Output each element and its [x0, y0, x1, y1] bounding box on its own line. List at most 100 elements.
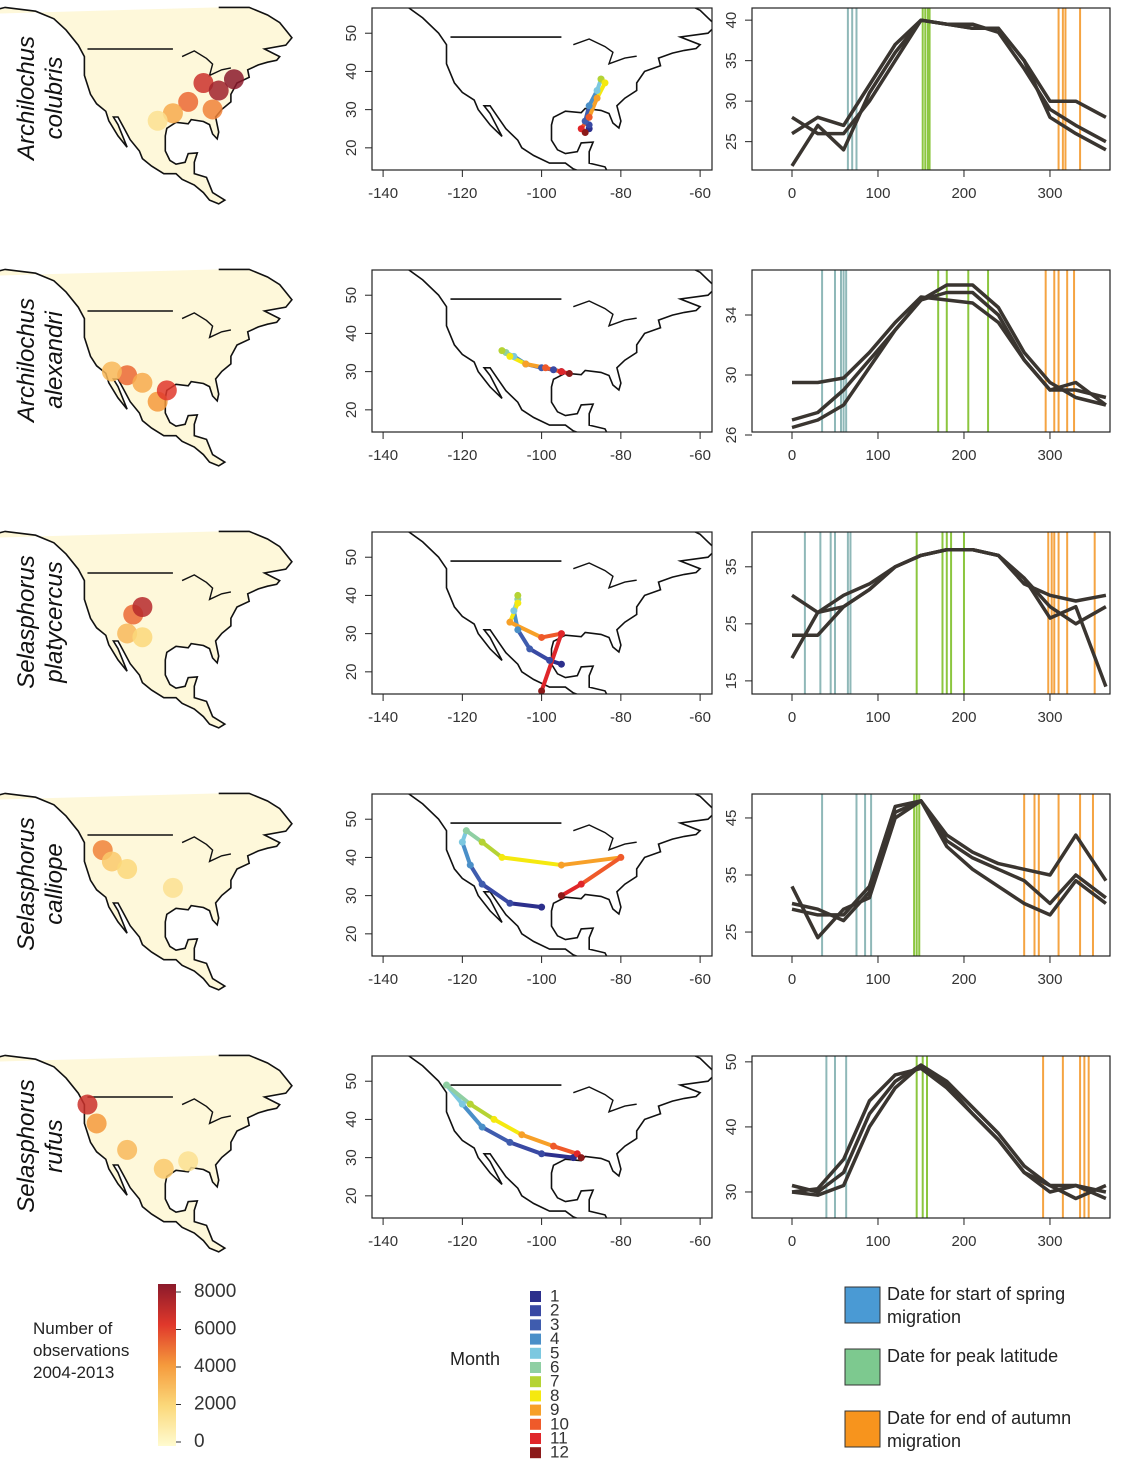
y-tick-label: 35 [723, 867, 740, 884]
track-point [498, 853, 506, 861]
x-tick-label: -140 [368, 1233, 398, 1250]
y-tick-label: 40 [723, 12, 740, 29]
map-panel [407, 532, 712, 694]
month-label: 3 [550, 1315, 559, 1334]
track-segment [444, 1083, 473, 1107]
latitude-curve [791, 799, 1107, 923]
plot-frame [751, 7, 1111, 171]
hotspot [147, 110, 168, 131]
heat-map [0, 530, 293, 729]
x-tick-label: 0 [788, 447, 796, 464]
y-tick-label: 50 [343, 811, 360, 828]
month-swatch [530, 1418, 541, 1430]
hotspot [208, 80, 229, 101]
track-point [557, 630, 565, 638]
x-tick-label: -60 [689, 447, 711, 464]
track-segment [507, 620, 544, 640]
y-tick-label: 30 [343, 1149, 360, 1166]
track-point [506, 899, 514, 907]
track-point [462, 827, 470, 835]
y-tick-label: 40 [343, 325, 360, 342]
x-tick-label: 200 [951, 447, 976, 464]
y-tick-label: 40 [343, 849, 360, 866]
hotspot [178, 1151, 199, 1172]
month-label: 2 [550, 1301, 559, 1320]
land-shade [0, 7, 292, 204]
colorbar-label: Number of observations 2004-2013 [33, 1319, 130, 1382]
date-legend-swatch [844, 1286, 881, 1324]
lakes [181, 1098, 232, 1125]
month-label: 10 [550, 1414, 569, 1433]
x-tick-label: 100 [865, 709, 890, 726]
month-swatch [530, 1291, 541, 1302]
heat-map [0, 6, 293, 205]
lakes [573, 1086, 637, 1113]
month-label: 7 [550, 1372, 559, 1391]
hotspot [132, 372, 153, 393]
coastline [0, 530, 293, 729]
y-tick-label: 30 [343, 887, 360, 904]
hotspot [101, 361, 122, 382]
track-segment [551, 1144, 580, 1156]
lakes [181, 312, 232, 339]
hotspot [86, 1113, 107, 1134]
track-segment [480, 882, 512, 906]
track-point [498, 347, 506, 355]
month-swatch [530, 1347, 541, 1359]
latitude-curve [791, 799, 1108, 917]
x-tick-label: -120 [447, 971, 477, 988]
colorbar [158, 1284, 176, 1446]
x-tick-label: 300 [1037, 971, 1062, 988]
plot-frame [751, 1055, 1111, 1219]
x-tick-label: -140 [368, 447, 398, 464]
x-tick-label: -140 [368, 971, 398, 988]
species-label: Archilochus colubris [13, 35, 68, 161]
track-point [593, 94, 601, 102]
track-segment [519, 1132, 556, 1149]
track-point [577, 1154, 585, 1162]
species-label: Archilochus alexandri [13, 297, 68, 423]
y-tick-label: 50 [343, 25, 360, 42]
latitude-curve [791, 1063, 1107, 1194]
month-label: 6 [550, 1357, 559, 1376]
x-tick-label: -100 [527, 971, 557, 988]
track-point [506, 352, 514, 360]
y-tick-label: 20 [343, 925, 360, 942]
month-swatch [530, 1404, 541, 1416]
y-tick-label: 35 [723, 52, 740, 69]
y-tick-label: 30 [343, 363, 360, 380]
x-tick-label: 100 [865, 1233, 890, 1250]
lakes [181, 836, 232, 863]
track-point [510, 607, 518, 615]
y-tick-label: 50 [723, 1054, 740, 1071]
y-tick-label: 30 [723, 1184, 740, 1201]
hotspot [156, 380, 177, 401]
hotspot [117, 859, 138, 879]
x-tick-label: -60 [689, 185, 711, 202]
month-swatch [530, 1390, 541, 1402]
lakes [573, 562, 637, 589]
heat-map [0, 268, 293, 467]
y-tick-label: 50 [343, 549, 360, 566]
hotspot [193, 73, 214, 93]
month-swatch [530, 1319, 541, 1331]
y-tick-label: 30 [343, 625, 360, 642]
species-label: Selasphorus platycercus [13, 555, 68, 689]
map-panel [407, 1056, 712, 1218]
coastline [407, 1056, 712, 1218]
latitude-curve [791, 18, 1107, 144]
track-point [549, 1142, 557, 1150]
coastline [0, 6, 293, 205]
y-tick-label: 50 [343, 1073, 360, 1090]
track-point [514, 599, 522, 607]
coastline [407, 270, 712, 432]
x-tick-label: 300 [1037, 1233, 1062, 1250]
track-point [478, 880, 486, 888]
x-tick-label: -80 [610, 185, 632, 202]
latitude-curve [791, 1063, 1107, 1201]
x-tick-label: -120 [447, 447, 477, 464]
hotspot [132, 627, 153, 648]
date-legend-swatch [844, 1348, 881, 1386]
